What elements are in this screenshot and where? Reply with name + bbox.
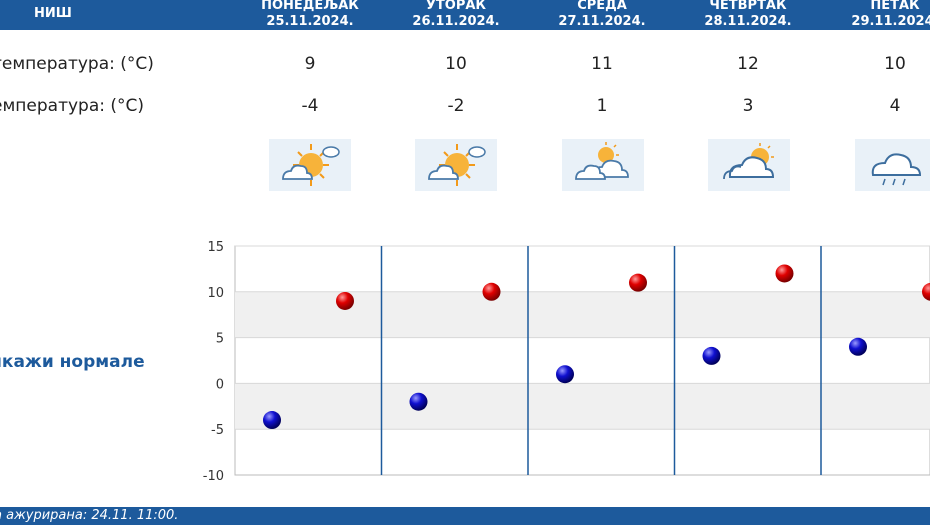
partly-cloudy-icon: [562, 139, 644, 191]
y-tick-label: 5: [216, 332, 224, 347]
grid-band: [235, 383, 930, 430]
y-tick-label: 10: [207, 286, 224, 301]
chart-points: [263, 264, 930, 430]
day-header-5[interactable]: ПЕТАК 29.11.2024.: [830, 0, 930, 30]
day-date: 25.11.2024.: [266, 14, 354, 29]
day-dividers: [380, 246, 822, 475]
day-name: СРЕДА: [577, 0, 627, 13]
show-normals-link[interactable]: икажи нормале: [0, 352, 145, 372]
min-temp-point: [263, 411, 281, 430]
min-temp-value: 1: [596, 96, 608, 116]
y-axis: 15 10 5 0 -5 -10: [203, 240, 224, 484]
min-temp-point: [556, 365, 574, 384]
max-temp-point: [482, 282, 501, 301]
y-tick-label: 0: [216, 377, 224, 392]
rain-cloud-icon: [855, 139, 930, 191]
day-date: 28.11.2024.: [704, 14, 792, 29]
min-temp-point: [409, 392, 428, 411]
day-header-2[interactable]: УТОРАК 26.11.2024.: [391, 0, 521, 30]
max-temp-value: 10: [445, 54, 467, 74]
sun-cloud-icon: [415, 139, 497, 191]
day-date: 26.11.2024.: [412, 14, 500, 29]
day-name: ЧЕТВРТАК: [709, 0, 787, 13]
max-temp-value: 10: [884, 54, 906, 74]
min-temp-point: [702, 346, 721, 365]
day-name: УТОРАК: [425, 0, 487, 13]
day-name: ПЕТАК: [870, 0, 920, 13]
max-temp-point: [336, 291, 354, 310]
max-temp-value: 9: [304, 54, 316, 74]
max-temp-point: [922, 282, 930, 301]
day-header-3[interactable]: СРЕДА 27.11.2024.: [537, 0, 667, 30]
chart-grid: [234, 245, 930, 476]
plot-area: [234, 245, 930, 476]
footer-bar: а ажурирана: 24.11. 11:00.: [0, 507, 930, 525]
max-temp-value: 12: [737, 54, 759, 74]
max-temp-value: 11: [591, 54, 613, 74]
y-tick-label: -5: [211, 423, 224, 438]
sun-cloud-icon: [269, 139, 351, 191]
min-temp-value: -4: [301, 96, 319, 116]
partly-cloudy-icon: [708, 139, 790, 191]
day-header-4[interactable]: ЧЕТВРТАК 28.11.2024.: [683, 0, 813, 30]
day-name: ПОНЕДЕЉАК: [261, 0, 359, 13]
max-temp-label: температура: (°C): [0, 54, 154, 74]
max-temp-point: [775, 264, 794, 283]
y-tick-label: -10: [203, 469, 224, 484]
min-temp-value: -2: [447, 96, 465, 116]
city-name: НИШ: [34, 6, 72, 21]
header-bar: НИШ ПОНЕДЕЉАК 25.11.2024. УТОРАК 26.11.2…: [0, 0, 930, 30]
min-temp-value: 3: [742, 96, 754, 116]
last-updated: а ажурирана: 24.11. 11:00.: [0, 508, 179, 523]
day-header-1[interactable]: ПОНЕДЕЉАК 25.11.2024.: [245, 0, 375, 30]
min-temp-point: [849, 337, 867, 356]
day-date: 29.11.2024.: [851, 14, 930, 29]
min-temp-value: 4: [889, 96, 901, 116]
day-date: 27.11.2024.: [558, 14, 646, 29]
max-temp-point: [629, 273, 647, 292]
y-tick-label: 15: [207, 240, 224, 255]
min-temp-label: емпература: (°C): [0, 96, 145, 116]
